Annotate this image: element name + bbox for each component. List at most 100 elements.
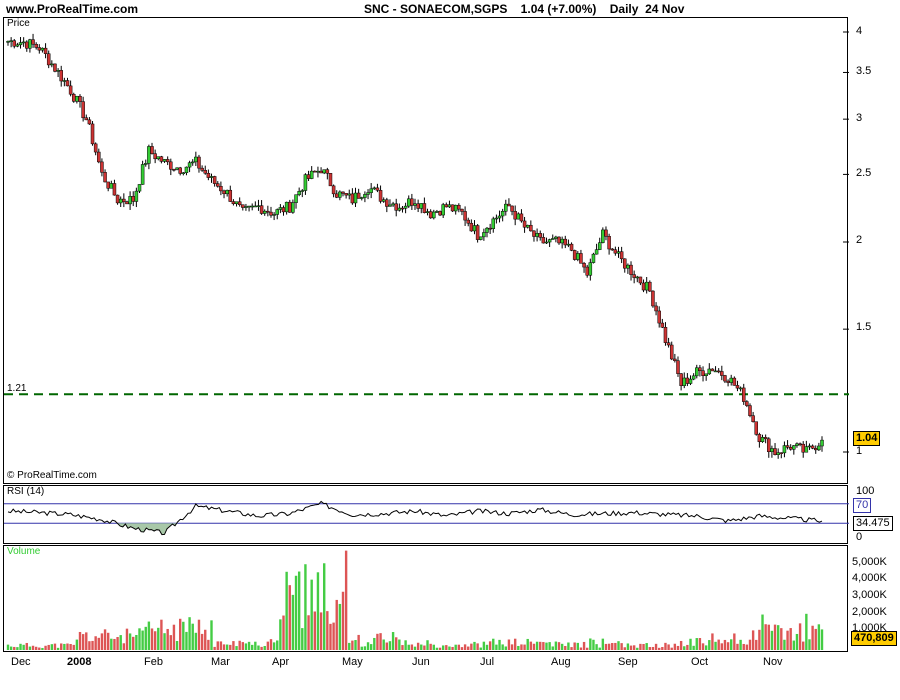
volume-bar xyxy=(485,644,489,650)
price-candle xyxy=(56,70,60,72)
price-candle xyxy=(272,214,276,216)
volume-bar xyxy=(260,646,263,650)
volume-bar xyxy=(316,572,320,650)
volume-bar xyxy=(711,633,714,650)
volume-bar xyxy=(454,644,457,650)
volume-bar xyxy=(204,629,207,650)
price-candle xyxy=(716,370,721,373)
volume-bar xyxy=(238,640,241,650)
price-candle xyxy=(785,445,790,448)
price-candle xyxy=(391,203,395,206)
volume-panel[interactable]: Volume xyxy=(3,545,848,652)
rsi-line xyxy=(7,500,823,536)
volume-bar xyxy=(664,642,667,650)
price-candle xyxy=(638,276,643,284)
volume-bar xyxy=(272,642,276,650)
volume-bar xyxy=(135,634,138,650)
volume-bar xyxy=(617,641,620,650)
volume-bar xyxy=(570,647,573,650)
level-label: 1.21 xyxy=(7,383,27,394)
price-candle xyxy=(375,187,380,191)
volume-bar xyxy=(38,647,41,650)
x-label-apr: Apr xyxy=(272,656,290,668)
volume-bar xyxy=(526,638,529,650)
volume-bar xyxy=(786,630,789,650)
price-panel[interactable]: Price © ProRealTime.com 1.21 xyxy=(3,17,849,484)
vol-tick-5000k: 5,000K xyxy=(852,556,887,568)
price-candle xyxy=(413,203,417,206)
volume-bar xyxy=(254,641,257,650)
price-candle xyxy=(125,201,129,205)
volume-bar xyxy=(773,624,777,650)
site-name[interactable]: www.ProRealTime.com xyxy=(6,2,139,16)
price-candle xyxy=(572,250,577,260)
price-candle xyxy=(529,224,533,232)
price-candle xyxy=(626,264,630,269)
volume-bar xyxy=(789,628,792,650)
volume-bar xyxy=(153,631,157,650)
volume-bar xyxy=(22,644,25,650)
volume-bar xyxy=(266,641,270,650)
price-candle xyxy=(817,445,821,451)
rsi-tick-100: 100 xyxy=(856,485,875,497)
price-candle xyxy=(338,191,342,198)
price-candle xyxy=(256,205,261,207)
volume-bar xyxy=(88,641,91,650)
price-candle xyxy=(68,85,73,95)
volume-bar xyxy=(604,643,608,650)
price-candle xyxy=(71,93,76,102)
price-tick-3: 3 xyxy=(856,112,863,124)
volume-bar xyxy=(75,639,79,650)
volume-bar xyxy=(398,639,401,650)
price-candle xyxy=(513,211,517,220)
volume-bar xyxy=(510,644,514,650)
price-candle xyxy=(175,167,179,170)
volume-bar xyxy=(263,645,266,650)
volume-bar xyxy=(783,639,786,650)
chart-header: www.ProRealTime.com SNC - SONAECOM,SGPS … xyxy=(0,0,900,18)
price-candle xyxy=(685,377,690,384)
volume-bar xyxy=(210,620,213,650)
price-candle xyxy=(18,42,23,46)
volume-bar xyxy=(764,624,767,650)
price-candle xyxy=(519,213,524,222)
volume-bar xyxy=(551,646,554,650)
last-volume-box: 470,809 xyxy=(851,631,897,646)
x-label-2008: 2008 xyxy=(67,656,92,668)
price-candle xyxy=(720,371,724,376)
x-label-dec: Dec xyxy=(11,656,31,668)
price-candle xyxy=(563,238,568,246)
volume-bar xyxy=(407,644,410,650)
volume-bar xyxy=(714,641,717,650)
volume-bar xyxy=(626,643,630,650)
volume-bar xyxy=(225,644,229,650)
volume-bar xyxy=(113,638,116,650)
volume-bar xyxy=(607,643,611,650)
price-tick-1: 1 xyxy=(856,445,863,457)
volume-bar xyxy=(351,640,354,650)
price-candle xyxy=(604,229,608,237)
price-candle xyxy=(469,222,474,232)
volume-bar xyxy=(423,645,426,650)
volume-bar xyxy=(673,643,677,650)
volume-bar xyxy=(814,628,817,650)
price-candle xyxy=(406,198,411,207)
price-candle xyxy=(353,192,358,204)
price-candle xyxy=(303,174,308,191)
x-label-oct: Oct xyxy=(691,656,709,668)
volume-bar xyxy=(348,642,351,650)
rsi-panel[interactable]: RSI (14) xyxy=(3,485,849,544)
price-candle xyxy=(46,53,51,66)
volume-bar xyxy=(651,646,655,650)
volume-bar xyxy=(19,643,22,650)
volume-bar xyxy=(16,647,19,650)
volume-bar xyxy=(717,639,720,650)
volume-bar xyxy=(683,646,686,650)
volume-bar xyxy=(441,645,445,650)
volume-bar xyxy=(25,642,28,650)
price-candle xyxy=(597,242,602,250)
price-candle xyxy=(773,448,777,455)
price-candle xyxy=(453,204,458,212)
volume-bar xyxy=(388,641,392,650)
volume-bar xyxy=(103,629,107,650)
